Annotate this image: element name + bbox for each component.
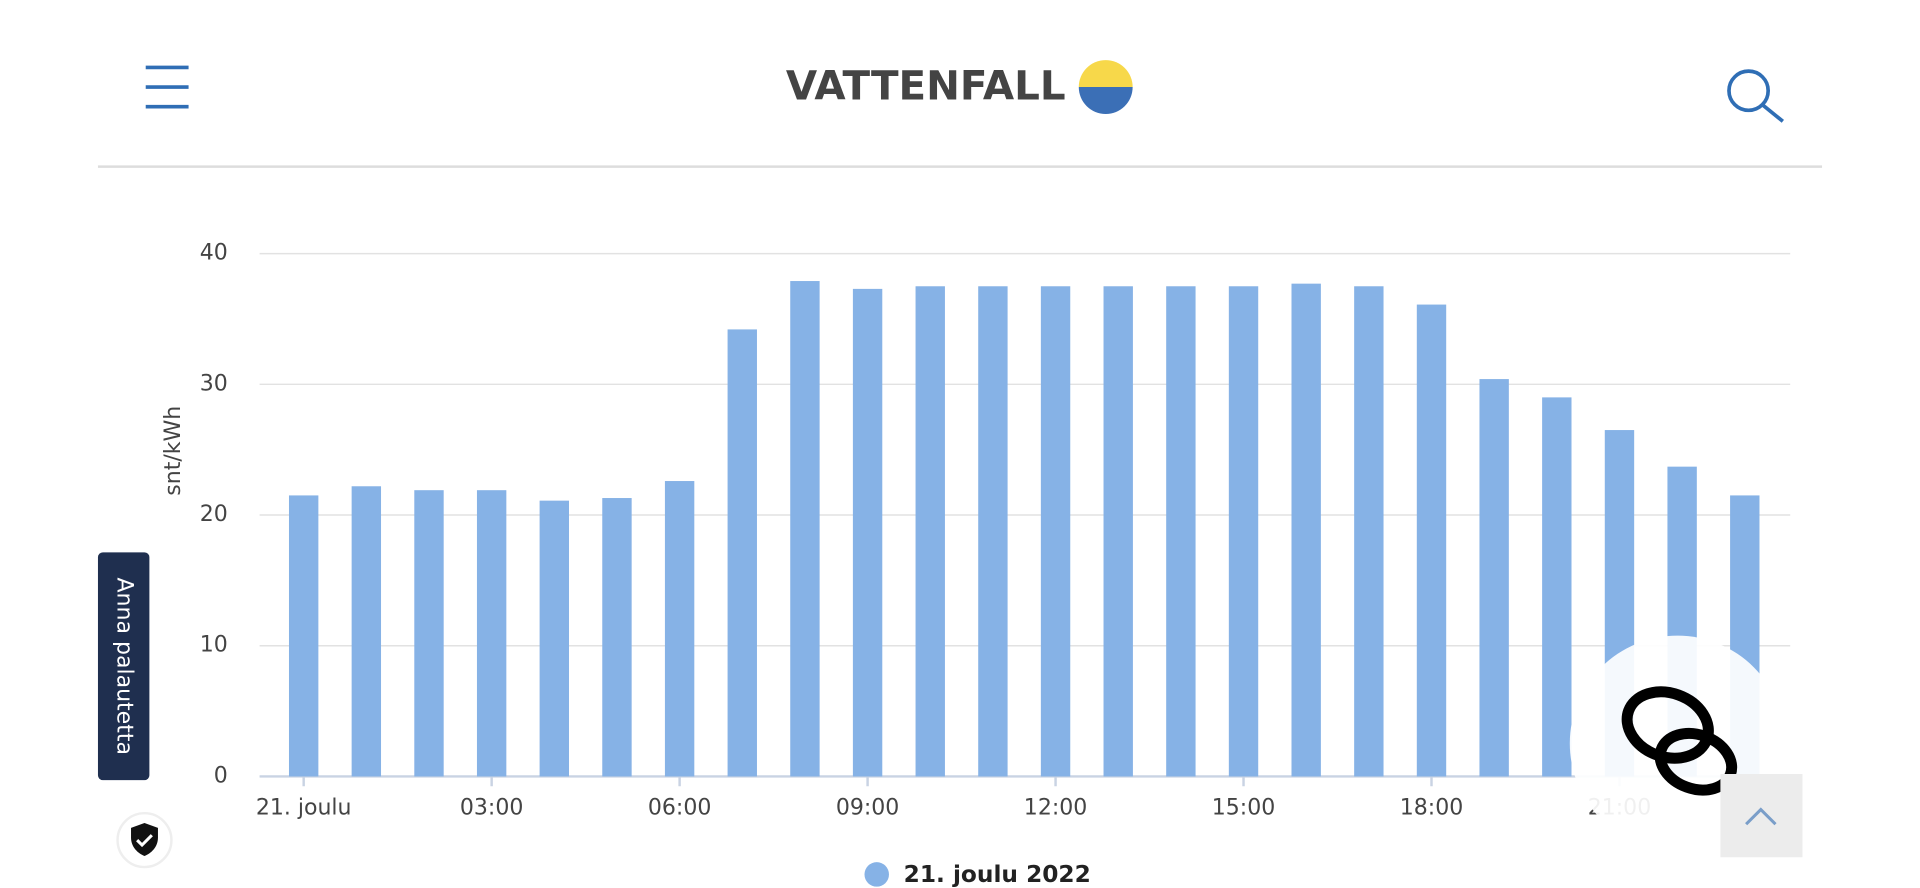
x-tick-label: 09:00 [836,795,900,820]
chart: 0 10 20 30 40 21. joulu 03:00 06:00 09:00 12:00 15… [200,241,1791,888]
bar [476,490,507,777]
bar [1542,397,1572,777]
x-tick-label: 18:00 [1400,795,1463,820]
bar [1166,286,1196,777]
privacy-badge[interactable] [116,811,173,869]
legend-marker [864,862,889,887]
bar [414,490,444,777]
bar [978,286,1008,777]
bar [852,288,883,777]
bar [1479,379,1509,777]
x-tick-label: 03:00 [460,795,524,820]
bar [351,486,382,777]
menu-button[interactable] [145,65,189,109]
feedback-label[interactable]: Anna palautetta [112,577,137,755]
bar [915,286,945,777]
x-tick-label: 15:00 [1212,795,1275,820]
y-axis-label: snt/kWh [161,406,186,496]
bar [727,329,757,777]
bar [1103,286,1133,777]
bar [602,498,632,777]
y-tick-label: 40 [200,241,228,266]
bar [1354,286,1384,777]
bar [664,481,695,777]
legend-label: 21. joulu 2022 [904,861,1091,888]
bar [790,281,820,777]
y-tick-label: 30 [200,371,228,396]
x-tick-label: 12:00 [1024,795,1088,820]
feedback-tab[interactable] [97,552,150,781]
bar [539,500,569,777]
bar [1040,286,1071,777]
bar [1228,286,1259,777]
y-tick-label: 0 [214,763,228,788]
bar [288,495,319,777]
search-button[interactable] [1727,69,1785,123]
bar [1291,283,1321,777]
x-tick-label: 06:00 [648,795,712,820]
y-tick-label: 10 [200,633,228,658]
y-tick-label: 20 [200,502,228,527]
scroll-top-button[interactable] [1720,774,1803,858]
bar [1416,304,1447,777]
x-tick-label: 21. joulu [256,795,352,820]
logo-text[interactable]: VATTENFALL [786,61,1066,109]
logo-sun [1078,60,1133,114]
